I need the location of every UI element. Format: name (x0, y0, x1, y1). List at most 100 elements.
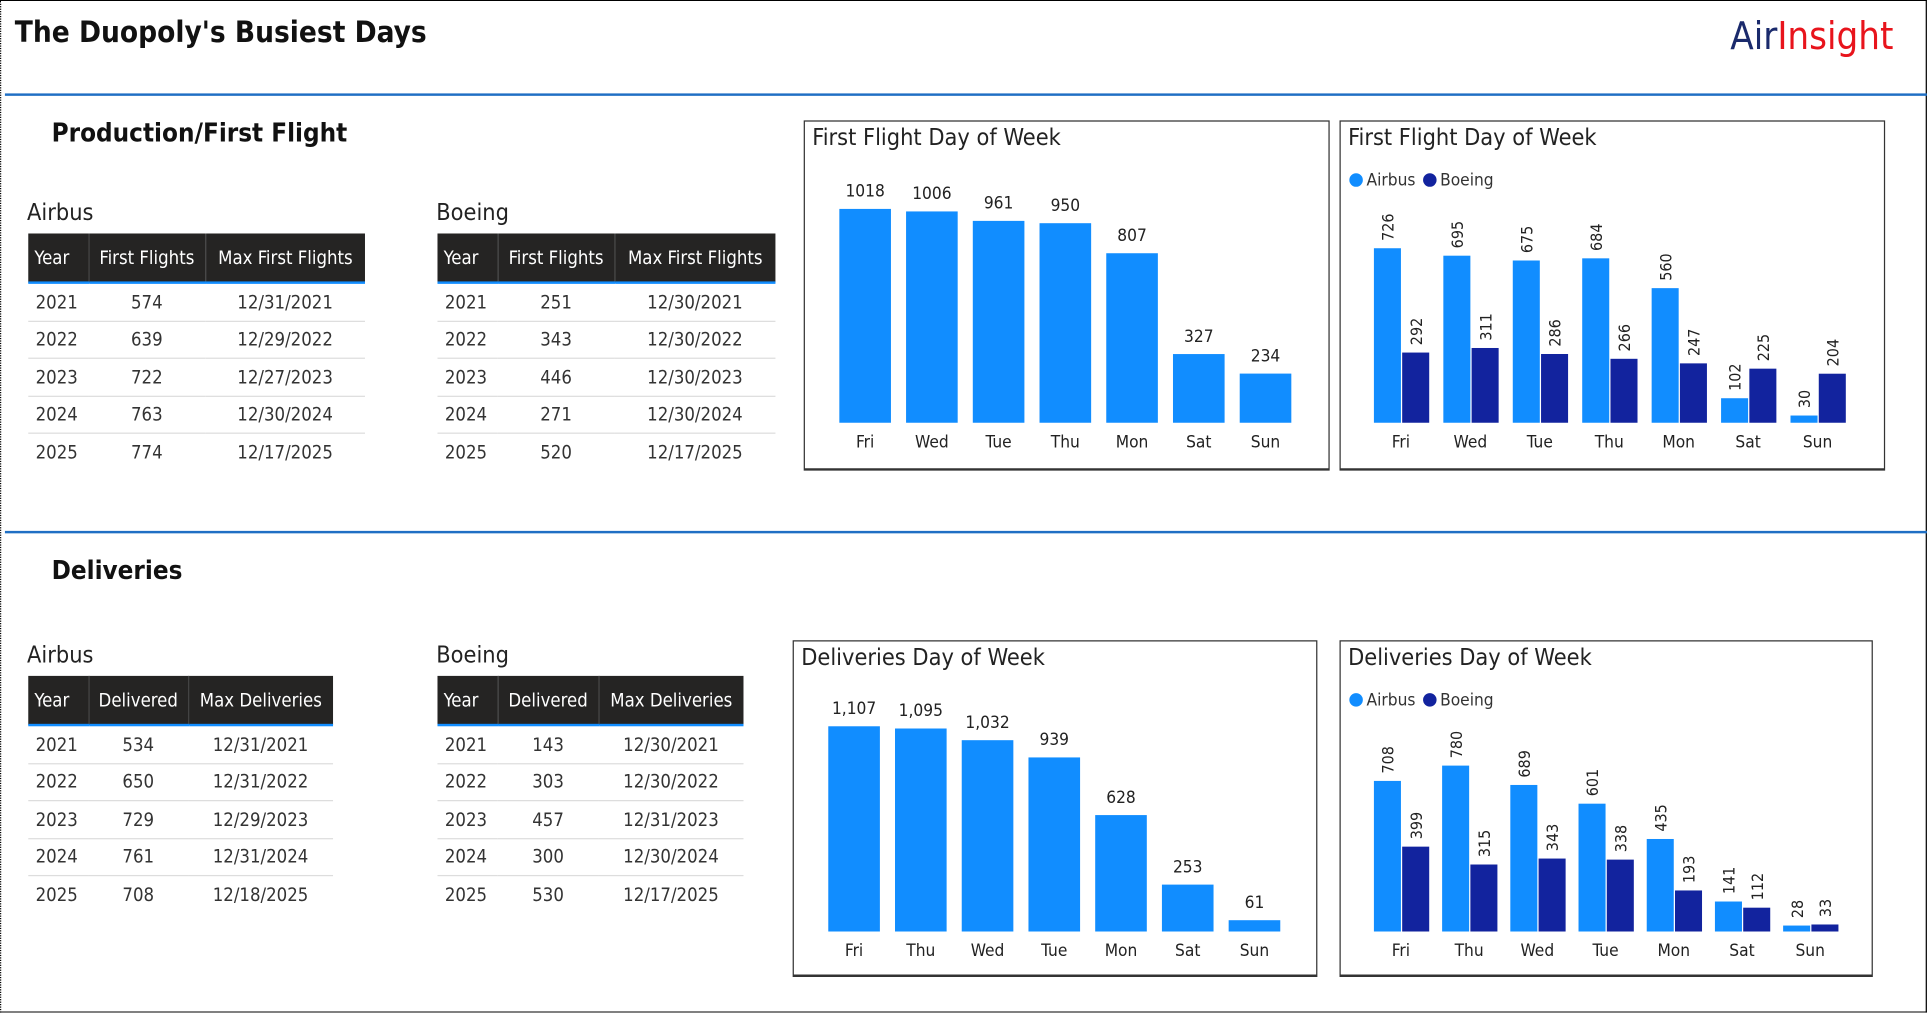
data-label: 61 (1245, 893, 1265, 913)
bar-airbus-tue[interactable] (1512, 260, 1540, 423)
bar-wed[interactable] (906, 211, 958, 423)
data-label: 435 (1651, 804, 1670, 831)
bar-airbus-wed[interactable] (1443, 255, 1471, 423)
column-header[interactable]: Max Deliveries (597, 675, 744, 727)
bar-sat[interactable] (1161, 884, 1214, 932)
bar-boeing-mon[interactable] (1674, 890, 1703, 932)
column-header[interactable]: Year (28, 675, 89, 727)
airbus-deliveries-table: Year Delivered Max Deliveries 2021 534 12/31/… (28, 675, 334, 913)
data-label: 950 (1051, 196, 1081, 216)
table-row: 2023 446 12/30/2023 (437, 358, 776, 397)
bar-boeing-fri[interactable] (1402, 352, 1430, 423)
table-cell: 2025 (444, 440, 488, 463)
bar-boeing-sun[interactable] (1811, 924, 1839, 932)
table-row: 2021 574 12/31/2021 (28, 282, 365, 322)
bar-tue[interactable] (972, 220, 1025, 423)
bar-sun[interactable] (1228, 920, 1281, 932)
table-header: Year Delivered Max Deliveries (28, 675, 334, 727)
column-header[interactable]: Year (437, 233, 498, 284)
table-row: 2021 251 12/30/2021 (437, 282, 776, 322)
bar-wed[interactable] (961, 740, 1014, 932)
table-row: 2021 143 12/30/2021 (437, 725, 744, 764)
column-header[interactable]: Delivered (87, 675, 189, 727)
bar-airbus-thu[interactable] (1582, 258, 1610, 423)
bar-airbus-thu[interactable] (1442, 765, 1470, 932)
data-label: 939 (1040, 730, 1070, 750)
bar-boeing-sat[interactable] (1743, 907, 1771, 932)
bar-boeing-thu[interactable] (1610, 358, 1638, 423)
bar-boeing-tue[interactable] (1541, 353, 1569, 423)
x-axis-tick-label: Mon (1662, 432, 1695, 452)
bar-airbus-fri[interactable] (1373, 248, 1401, 423)
table-cell: 12/17/2025 (237, 440, 333, 463)
bar-sat[interactable] (1172, 354, 1225, 423)
data-label: 695 (1448, 221, 1467, 248)
table-cell: 520 (540, 440, 572, 463)
legend-item-airbus[interactable]: Airbus (1349, 691, 1416, 710)
bar-airbus-sat[interactable] (1714, 901, 1742, 932)
bar-fri[interactable] (828, 726, 880, 932)
legend-item-airbus[interactable]: Airbus (1349, 171, 1416, 190)
bar-thu[interactable] (895, 728, 947, 932)
bar-tue[interactable] (1028, 757, 1081, 932)
data-label: 689 (1515, 750, 1534, 777)
legend-dot-icon (1349, 693, 1363, 707)
bar-airbus-mon[interactable] (1646, 838, 1674, 932)
bar-airbus-sun[interactable] (1790, 415, 1818, 423)
legend-item-boeing[interactable]: Boeing (1422, 171, 1494, 190)
bar-thu[interactable] (1039, 223, 1092, 423)
data-label: 327 (1184, 327, 1214, 347)
data-label: 225 (1754, 334, 1773, 361)
bar-fri[interactable] (839, 208, 891, 423)
data-label: 28 (1788, 900, 1807, 918)
column-header[interactable]: Year (28, 233, 89, 284)
table-cell: 2022 (28, 763, 89, 802)
data-label: 399 (1407, 812, 1426, 839)
bar-airbus-tue[interactable] (1578, 803, 1606, 932)
bar-boeing-sat[interactable] (1749, 368, 1777, 423)
bar-boeing-fri[interactable] (1402, 846, 1430, 932)
bar-airbus-wed[interactable] (1510, 784, 1538, 932)
x-axis-tick-label: Mon (1657, 941, 1690, 961)
bar-mon[interactable] (1106, 253, 1158, 423)
bar-airbus-sun[interactable] (1783, 925, 1811, 932)
column-header[interactable]: Delivered (497, 675, 599, 727)
x-axis-tick-label: Sat (1729, 941, 1754, 961)
bar-airbus-sat[interactable] (1721, 398, 1749, 423)
column-header[interactable]: Max First Flights (204, 233, 365, 284)
divider (4, 530, 1927, 534)
x-axis-tick-label: Sun (1251, 432, 1280, 452)
table-cell: 300 (497, 838, 599, 877)
bar-boeing-sun[interactable] (1818, 373, 1846, 423)
bar-airbus-fri[interactable] (1373, 780, 1401, 932)
column-header[interactable]: First Flights (87, 233, 206, 284)
data-label: 601 (1583, 769, 1602, 796)
column-header[interactable]: Max Deliveries (187, 675, 334, 727)
column-header[interactable]: Max First Flights (613, 233, 776, 284)
data-label: 112 (1748, 873, 1767, 900)
airbus-label: Airbus (27, 641, 94, 669)
table-cell: 12/31/2021 (188, 725, 334, 764)
x-axis-tick-label: Thu (1050, 432, 1080, 452)
bar-boeing-thu[interactable] (1470, 864, 1498, 932)
legend-item-boeing[interactable]: Boeing (1422, 690, 1494, 711)
table-row: 2024 763 12/30/2024 (28, 395, 365, 434)
airbus-first-flights-table: Year First Flights Max First Flights 2021 57… (28, 233, 365, 470)
bar-airbus-mon[interactable] (1651, 288, 1679, 423)
bar-mon[interactable] (1095, 815, 1147, 932)
table-cell: 12/30/2021 (598, 725, 744, 764)
column-header[interactable]: First Flights (497, 233, 615, 284)
bar-boeing-tue[interactable] (1606, 859, 1634, 932)
bar-boeing-wed[interactable] (1538, 858, 1566, 932)
bar-sun[interactable] (1239, 373, 1292, 423)
legend-label: Boeing (1440, 690, 1494, 711)
boeing-first-flights-table: Year First Flights Max First Flights 2021 25… (437, 233, 776, 470)
data-label: 204 (1823, 339, 1842, 366)
data-label: 1006 (912, 184, 951, 204)
x-axis-tick-label: Wed (915, 432, 949, 452)
column-header[interactable]: Year (437, 675, 498, 727)
bar-boeing-mon[interactable] (1679, 363, 1707, 423)
data-label: 193 (1680, 856, 1699, 883)
x-axis-tick-label: Mon (1105, 941, 1138, 961)
bar-boeing-wed[interactable] (1471, 347, 1499, 423)
